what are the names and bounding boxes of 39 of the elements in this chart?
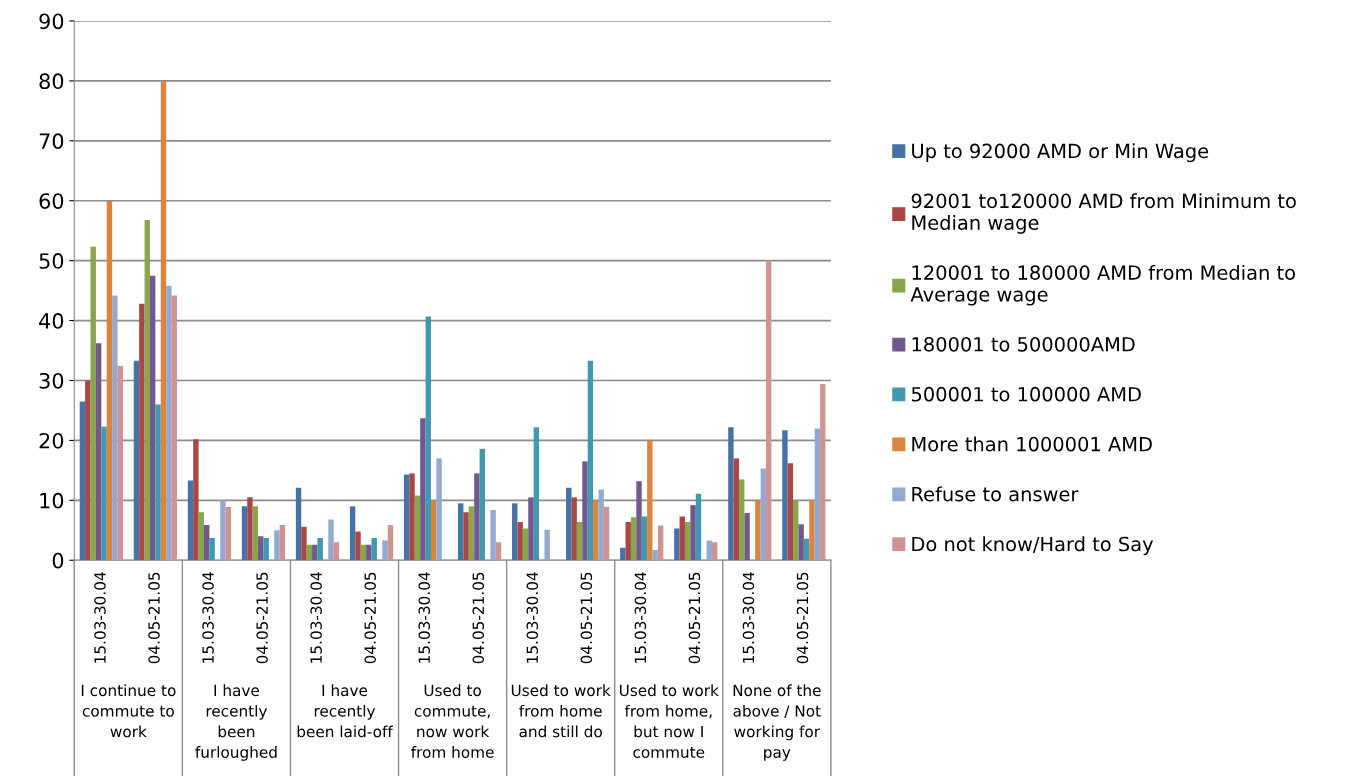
x-tick-label: 04.05-21.05 xyxy=(688,572,701,664)
text: I have recently been furloughed xyxy=(195,684,277,761)
y-tick-label: 80 xyxy=(39,73,64,90)
x-tick-label: 15.03-30.04 xyxy=(310,572,322,663)
y-tick-label: 70 xyxy=(39,133,64,150)
y-tick-label: 50 xyxy=(39,253,64,269)
text: I have recently been laid-off xyxy=(297,684,394,738)
legend-label: 500001 to 100000 AMD xyxy=(911,386,1141,402)
y-tick-label: 30 xyxy=(39,372,64,389)
y-tick-label: 40 xyxy=(39,313,64,329)
x-tick-label: 15.03-30.04 xyxy=(742,572,755,663)
legend-label: 180001 to 500000AMD xyxy=(912,336,1135,352)
x-tick-label: 04.05-21.05 xyxy=(796,572,809,664)
text: I continue to commute to work xyxy=(81,684,176,738)
legend-label: Up to 92000 AMD or Min Wage xyxy=(912,143,1209,163)
text: Used to work from home, but now I commute xyxy=(619,684,719,758)
x-tick-label: 04.05-21.05 xyxy=(364,572,376,664)
text: Used to commute, now work from home xyxy=(411,684,494,758)
legend-label: 120001 to 180000 AMD from Median to Average wage xyxy=(910,264,1295,306)
x-tick-label: 04.05-21.05 xyxy=(472,572,485,664)
text: Used to work from home and still do xyxy=(511,684,611,738)
x-tick-label: 15.03-30.04 xyxy=(634,572,647,663)
x-tick-label: 15.03-30.04 xyxy=(202,572,214,663)
y-tick-label: 0 xyxy=(52,552,64,569)
x-tick-label: 15.03-30.04 xyxy=(418,572,430,663)
legend-label: Do not know/Hard to Say xyxy=(912,536,1154,556)
legend-label: Refuse to answer xyxy=(912,486,1079,502)
x-tick-label: 15.03-30.04 xyxy=(94,572,106,663)
text: None of the above / Not working for pay xyxy=(733,684,821,761)
legend-label: More than 1000001 AMD xyxy=(912,436,1152,452)
y-tick-label: 20 xyxy=(39,432,64,449)
x-tick-label: 15.03-30.04 xyxy=(526,572,539,663)
y-tick-label: 60 xyxy=(39,193,64,209)
x-tick-label: 04.05-21.05 xyxy=(148,572,160,664)
legend-label: 92001 to120000 AMD from Minimum to Median wage xyxy=(911,193,1296,234)
x-tick-label: 04.05-21.05 xyxy=(256,572,268,664)
x-tick-label: 04.05-21.05 xyxy=(580,572,593,664)
y-tick-label: 90 xyxy=(39,13,64,30)
y-tick-label: 10 xyxy=(40,492,64,509)
